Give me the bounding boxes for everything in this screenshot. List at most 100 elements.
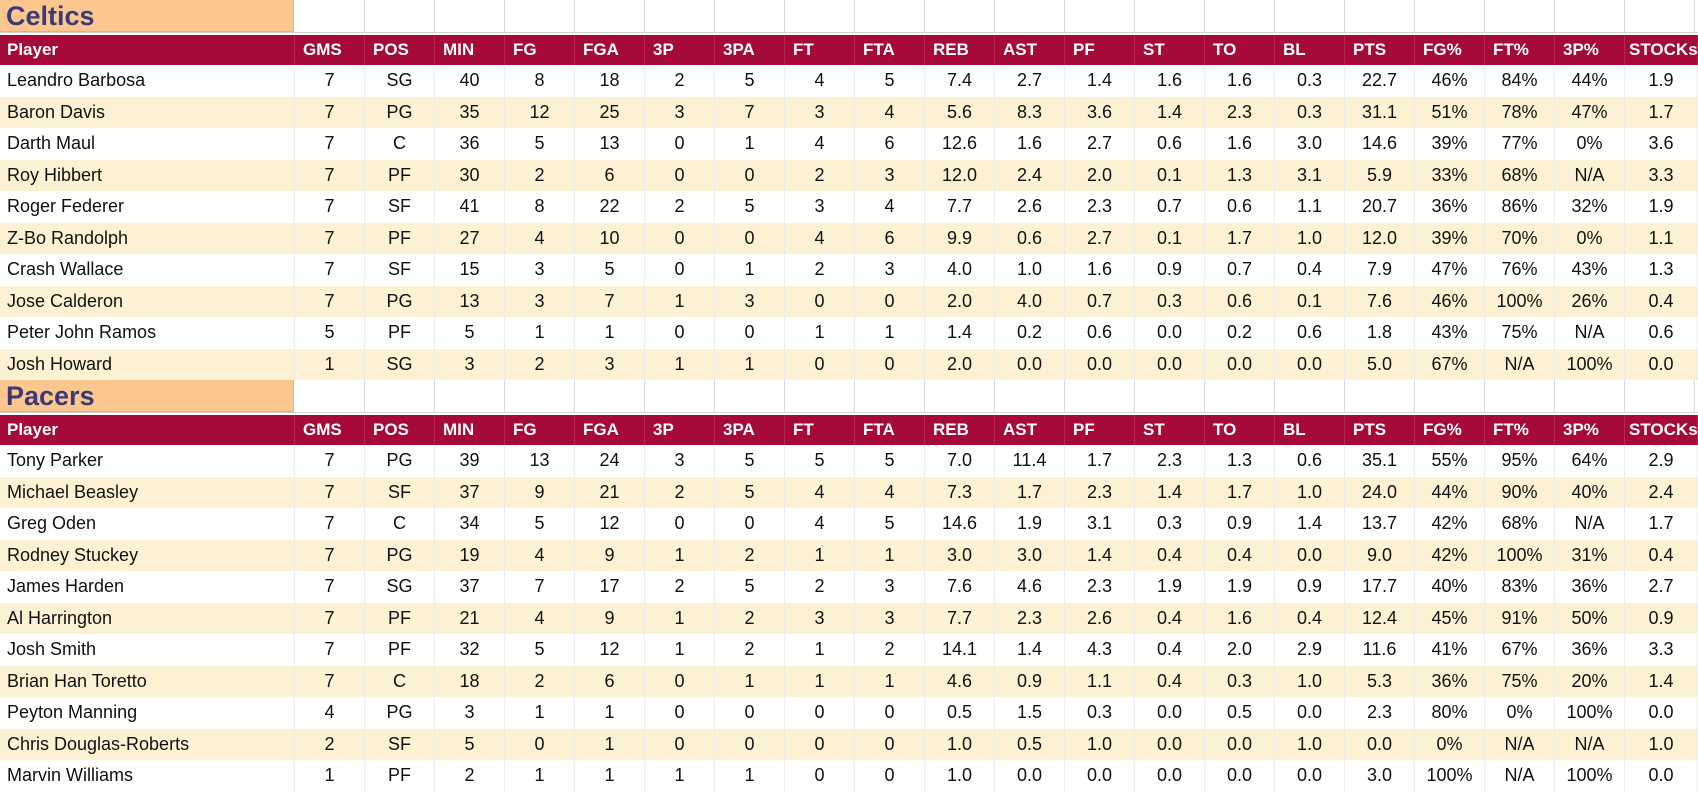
stat-cell[interactable]: 7 — [715, 96, 785, 128]
stat-cell[interactable]: 1.0 — [1625, 728, 1698, 760]
stat-cell[interactable]: 2.3 — [1345, 697, 1415, 729]
stat-cell[interactable]: 2 — [715, 539, 785, 571]
stat-cell[interactable]: 5 — [715, 65, 785, 97]
column-header-ast[interactable]: AST — [995, 415, 1065, 445]
stat-cell[interactable]: 7 — [295, 159, 365, 191]
stat-cell[interactable]: 1.0 — [925, 728, 995, 760]
stat-cell[interactable]: 1 — [575, 728, 645, 760]
stat-cell[interactable]: 5 — [505, 508, 575, 540]
stat-cell[interactable]: PG — [365, 285, 435, 317]
stat-cell[interactable]: 2.3 — [1065, 476, 1135, 508]
stat-cell[interactable]: 1.9 — [995, 508, 1065, 540]
stat-cell[interactable]: 5.0 — [1345, 348, 1415, 380]
stat-cell[interactable]: 5 — [575, 254, 645, 286]
stat-cell[interactable]: N/A — [1485, 728, 1555, 760]
stat-cell[interactable]: 67% — [1485, 634, 1555, 666]
column-header-pos[interactable]: POS — [365, 35, 435, 65]
column-header-gms[interactable]: GMS — [295, 415, 365, 445]
stat-cell[interactable]: 1 — [645, 760, 715, 792]
stat-cell[interactable]: 0.7 — [1065, 285, 1135, 317]
stat-cell[interactable]: 78% — [1485, 96, 1555, 128]
stat-cell[interactable]: 31.1 — [1345, 96, 1415, 128]
stat-cell[interactable]: 4 — [785, 508, 855, 540]
player-name-cell[interactable]: Tony Parker — [0, 445, 295, 477]
stat-cell[interactable]: 0.0 — [1625, 760, 1698, 792]
stat-cell[interactable]: 0 — [785, 348, 855, 380]
column-header-3p[interactable]: 3P — [645, 415, 715, 445]
stat-cell[interactable]: 1 — [855, 539, 925, 571]
stat-cell[interactable]: 0.9 — [1205, 508, 1275, 540]
stat-cell[interactable]: 0.0 — [1625, 697, 1698, 729]
column-header-pf[interactable]: PF — [1065, 35, 1135, 65]
stat-cell[interactable]: 0.0 — [1135, 697, 1205, 729]
player-name-cell[interactable]: Roger Federer — [0, 191, 295, 223]
stat-cell[interactable]: 84% — [1485, 65, 1555, 97]
stat-cell[interactable]: 0.6 — [1135, 128, 1205, 160]
stat-cell[interactable]: 3.0 — [925, 539, 995, 571]
stat-cell[interactable]: SF — [365, 728, 435, 760]
stat-cell[interactable]: 39 — [435, 445, 505, 477]
stat-cell[interactable]: 0% — [1415, 728, 1485, 760]
stat-cell[interactable]: 1.6 — [1135, 65, 1205, 97]
stat-cell[interactable]: 33% — [1415, 159, 1485, 191]
stat-cell[interactable]: 7.3 — [925, 476, 995, 508]
stat-cell[interactable]: 7 — [295, 445, 365, 477]
stat-cell[interactable]: 0.0 — [1135, 348, 1205, 380]
stat-cell[interactable]: 0.4 — [1205, 539, 1275, 571]
stat-cell[interactable]: 1.9 — [1205, 571, 1275, 603]
column-header-ft-pct[interactable]: FT% — [1485, 415, 1555, 445]
stat-cell[interactable]: PF — [365, 317, 435, 349]
player-name-cell[interactable]: Rodney Stuckey — [0, 539, 295, 571]
player-name-cell[interactable]: Z-Bo Randolph — [0, 222, 295, 254]
stat-cell[interactable]: 0 — [645, 665, 715, 697]
column-header-st[interactable]: ST — [1135, 415, 1205, 445]
column-header-fta[interactable]: FTA — [855, 35, 925, 65]
stat-cell[interactable]: 1 — [645, 602, 715, 634]
stat-cell[interactable]: 0.0 — [995, 760, 1065, 792]
stat-cell[interactable]: 7.7 — [925, 191, 995, 223]
stat-cell[interactable]: 0.0 — [1205, 348, 1275, 380]
stat-cell[interactable]: 2 — [645, 65, 715, 97]
column-header-min[interactable]: MIN — [435, 415, 505, 445]
stat-cell[interactable]: C — [365, 665, 435, 697]
stat-cell[interactable]: 3 — [785, 191, 855, 223]
player-name-cell[interactable]: Baron Davis — [0, 96, 295, 128]
stat-cell[interactable]: 2.3 — [995, 602, 1065, 634]
stat-cell[interactable]: 70% — [1485, 222, 1555, 254]
stat-cell[interactable]: 2 — [505, 159, 575, 191]
stat-cell[interactable]: 0 — [645, 317, 715, 349]
column-header-ft-pct[interactable]: FT% — [1485, 35, 1555, 65]
stat-cell[interactable]: 3 — [575, 348, 645, 380]
stat-cell[interactable]: 6 — [575, 665, 645, 697]
stat-cell[interactable]: 50% — [1555, 602, 1625, 634]
stat-cell[interactable]: 0.1 — [1135, 159, 1205, 191]
stat-cell[interactable]: 1.9 — [1625, 191, 1698, 223]
stat-cell[interactable]: 2.0 — [1205, 634, 1275, 666]
stat-cell[interactable]: 3.1 — [1065, 508, 1135, 540]
stat-cell[interactable]: 0.6 — [1275, 317, 1345, 349]
stat-cell[interactable]: 7.6 — [1345, 285, 1415, 317]
stat-cell[interactable]: 1.8 — [1345, 317, 1415, 349]
stat-cell[interactable]: 0.4 — [1275, 602, 1345, 634]
stat-cell[interactable]: 35.1 — [1345, 445, 1415, 477]
stat-cell[interactable]: 1.1 — [1625, 222, 1698, 254]
stat-cell[interactable]: 3 — [505, 285, 575, 317]
stat-cell[interactable]: 1.0 — [1065, 728, 1135, 760]
stat-cell[interactable]: 18 — [435, 665, 505, 697]
stat-cell[interactable]: 7 — [505, 571, 575, 603]
stat-cell[interactable]: 36 — [435, 128, 505, 160]
stat-cell[interactable]: 0.1 — [1275, 285, 1345, 317]
stat-cell[interactable]: 1.7 — [1065, 445, 1135, 477]
stat-cell[interactable]: 100% — [1555, 348, 1625, 380]
player-name-cell[interactable]: Peyton Manning — [0, 697, 295, 729]
stat-cell[interactable]: 36% — [1415, 191, 1485, 223]
stat-cell[interactable]: 35 — [435, 96, 505, 128]
stat-cell[interactable]: 0.5 — [995, 728, 1065, 760]
stat-cell[interactable]: 0 — [645, 128, 715, 160]
stat-cell[interactable]: N/A — [1555, 159, 1625, 191]
stat-cell[interactable]: 7 — [295, 634, 365, 666]
stat-cell[interactable]: 1.0 — [1275, 222, 1345, 254]
stat-cell[interactable]: 7 — [295, 665, 365, 697]
stat-cell[interactable]: 37 — [435, 476, 505, 508]
stat-cell[interactable]: 3 — [505, 254, 575, 286]
